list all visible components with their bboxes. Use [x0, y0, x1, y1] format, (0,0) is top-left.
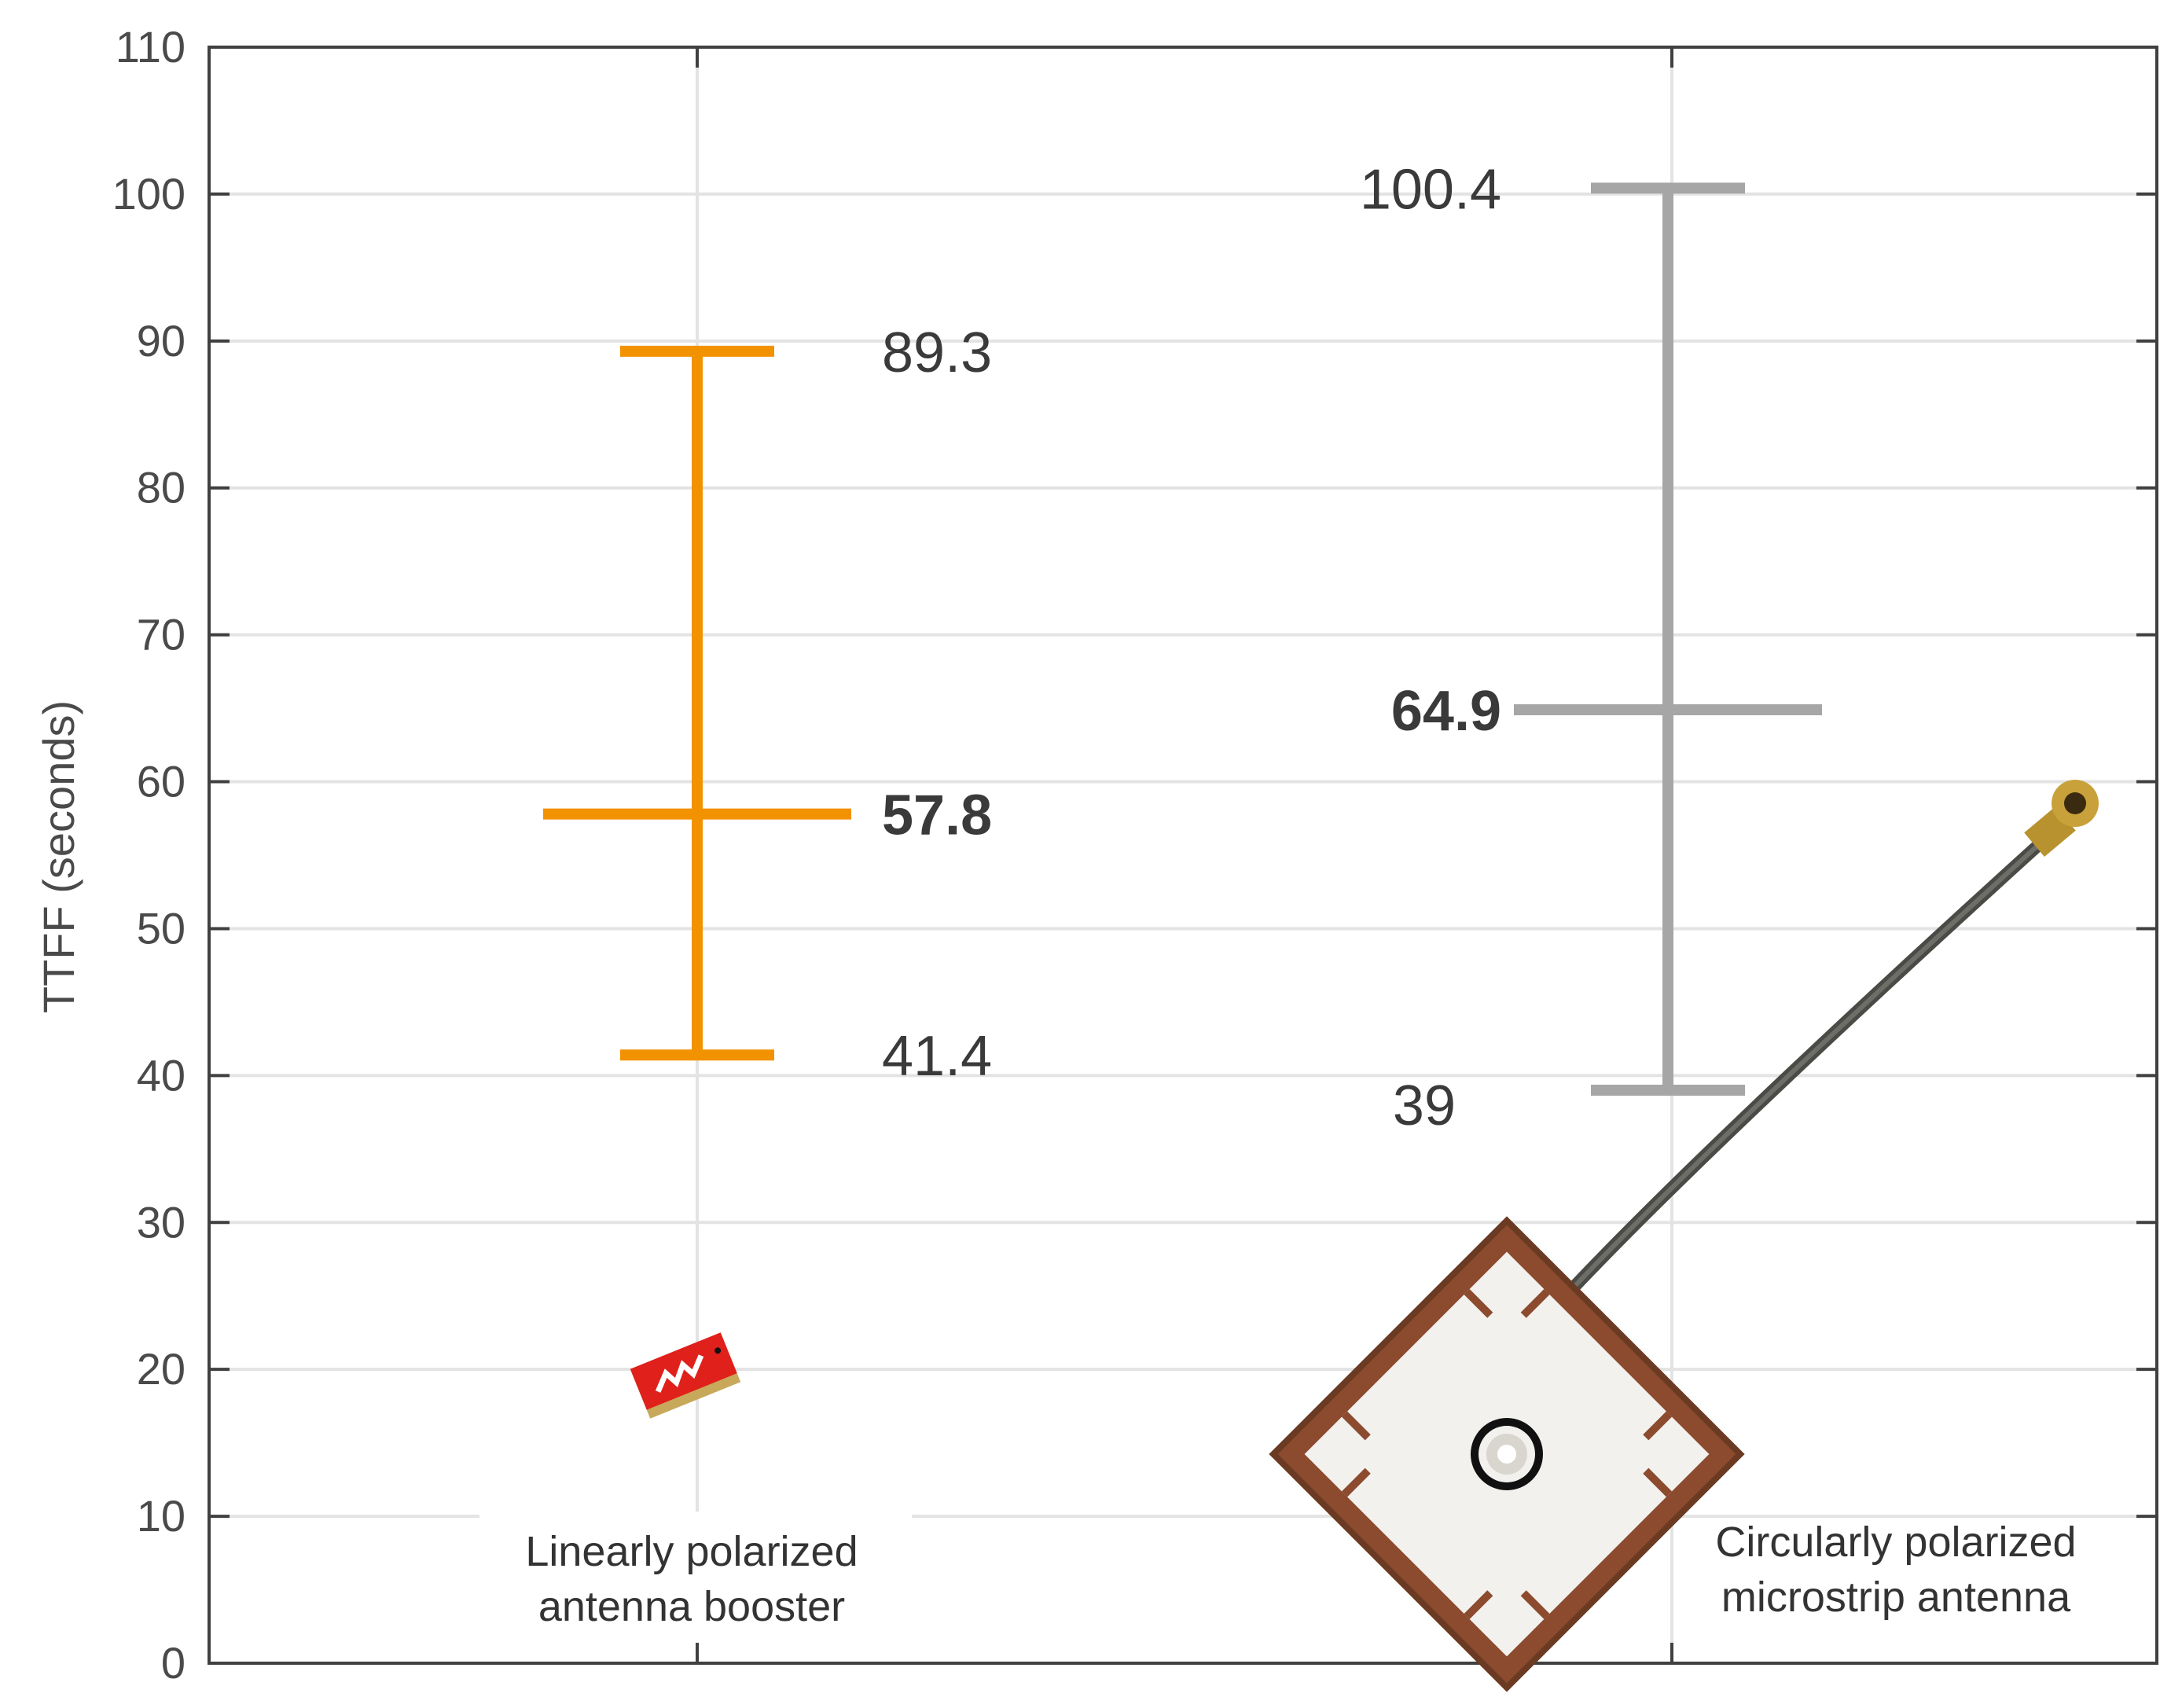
y-tick-label: 80 [137, 463, 186, 512]
y-tick-label: 30 [137, 1197, 186, 1247]
y-tick-label: 10 [137, 1491, 186, 1541]
category-label: antenna booster [538, 1583, 845, 1630]
y-tick-label: 0 [161, 1638, 186, 1688]
antenna-booster-chip-image [630, 1332, 741, 1419]
category-label: Circularly polarized [1715, 1519, 2076, 1566]
max-value-label: 100.4 [1360, 158, 1501, 221]
category-label-background [479, 1511, 912, 1652]
y-tick-label: 60 [137, 757, 186, 806]
plot-frame [208, 46, 2158, 1665]
y-tick-label: 20 [137, 1344, 186, 1394]
y-tick-label: 90 [137, 316, 186, 365]
y-axis-title: TTFF (seconds) [34, 700, 83, 1013]
y-tick-label: 40 [137, 1050, 186, 1100]
min-value-label: 39 [1393, 1074, 1456, 1137]
mean-value-label: 57.8 [882, 784, 992, 847]
y-tick-label: 110 [116, 22, 186, 72]
min-value-label: 41.4 [882, 1025, 992, 1088]
mean-value-label: 64.9 [1391, 680, 1501, 743]
max-value-label: 89.3 [882, 321, 992, 384]
category-label: Linearly polarized [525, 1528, 858, 1575]
y-tick-label: 50 [137, 903, 186, 953]
y-tick-label: 70 [137, 610, 186, 659]
y-tick-label: 100 [112, 169, 186, 219]
patch-antenna-image [1269, 780, 2099, 1692]
category-label: microstrip antenna [1721, 1574, 2071, 1621]
